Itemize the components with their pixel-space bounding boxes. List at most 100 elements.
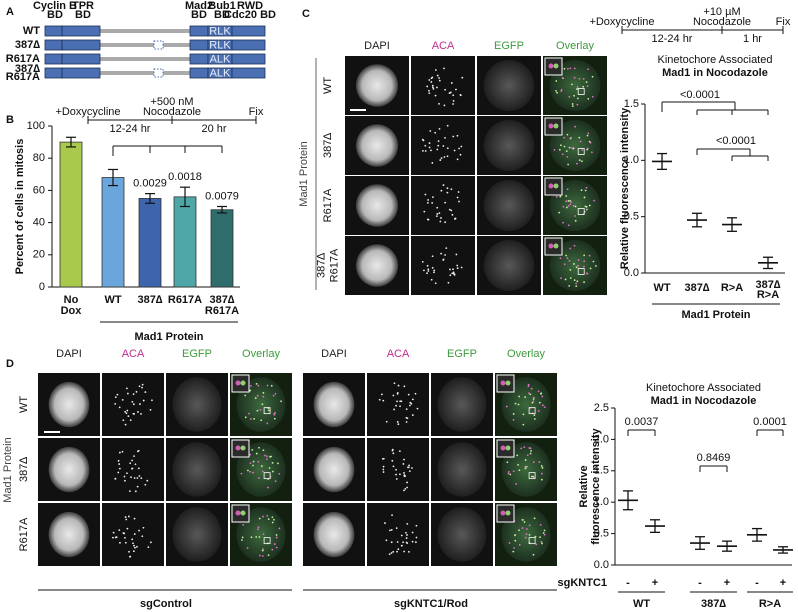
kinetochore-spot: [126, 527, 129, 530]
kinetochore-spot: [255, 452, 258, 455]
y-tick-label: 60: [33, 184, 45, 196]
row-label: R617A: [328, 248, 340, 282]
kinetochore-spot: [440, 217, 442, 219]
domain-box: [61, 53, 101, 65]
kinetochore-spot: [522, 413, 525, 416]
x-tick-label: -: [755, 577, 759, 589]
kinetochore-spot: [249, 453, 252, 456]
kinetochore-spot: [389, 529, 391, 532]
kinetochore-spot: [129, 462, 132, 465]
kinetochore-spot: [567, 200, 570, 202]
kinetochore-spot: [438, 79, 441, 82]
kinetochore-spot: [396, 541, 399, 543]
p-value: 0.8469: [697, 452, 731, 464]
x-tick-label: WT: [104, 294, 121, 306]
kinetochore-spot: [112, 531, 115, 534]
kinetochore-spot: [273, 518, 275, 521]
nucleus: [313, 381, 355, 428]
kinetochore-spot: [133, 517, 136, 520]
timeline-duration: 12-24 hr: [652, 33, 693, 45]
kinetochore-spot: [407, 550, 410, 553]
kinetochore-spot: [576, 97, 579, 100]
kinetochore-spot: [524, 467, 527, 470]
kinetochore-spot: [241, 536, 244, 539]
kinetochore-spot: [543, 533, 546, 536]
kinetochore-spot: [460, 266, 463, 269]
kinetochore-spot: [569, 247, 572, 250]
p-value: <0.0001: [716, 135, 756, 147]
kinetochore-spot: [424, 144, 427, 147]
kinetochore-spot: [391, 459, 394, 462]
inset-source: [577, 88, 585, 95]
kinetochore-spot: [421, 138, 424, 141]
x-tick-label: WT: [653, 282, 670, 294]
y-tick-label: 0.0: [594, 559, 609, 571]
inset-spot: [553, 243, 559, 249]
kinetochore-spot: [512, 413, 515, 415]
y-axis-label: Relative fluorescence intensity: [619, 107, 631, 269]
kinetochore-spot: [568, 285, 571, 287]
kinetochore-spot: [455, 253, 458, 256]
motif-label: ALK: [210, 53, 231, 65]
kinetochore-spot: [261, 549, 264, 552]
kinetochore-spot: [133, 477, 136, 479]
micrograph: [477, 56, 541, 115]
kinetochore-spot: [124, 536, 126, 539]
kinetochore-spot: [456, 267, 459, 270]
kinetochore-spot: [566, 67, 569, 70]
kinetochore-spot: [541, 542, 543, 545]
kinetochore-spot: [575, 266, 578, 269]
inset-source: [263, 537, 271, 545]
timeline-event: +10 µM: [703, 6, 740, 18]
kinetochore-spot: [574, 215, 577, 217]
kinetochore-spot: [124, 541, 127, 544]
kinetochore-spot: [262, 395, 265, 398]
kinetochore-spot: [252, 460, 255, 463]
kinetochore-spot: [274, 480, 277, 483]
kinetochore-spot: [528, 392, 530, 395]
kinetochore-spot: [151, 399, 153, 402]
inset-source: [577, 268, 585, 275]
inset-spot: [553, 63, 559, 69]
domain-box: [44, 25, 63, 37]
kinetochore-spot: [575, 282, 578, 285]
kinetochore-spot: [444, 221, 447, 224]
kinetochore-spot: [532, 396, 535, 399]
kinetochore-spot: [524, 465, 527, 468]
kinetochore-spot: [524, 536, 527, 539]
kinetochore-spot: [430, 81, 433, 83]
micrograph: [102, 438, 164, 501]
kinetochore-spot: [452, 99, 455, 102]
kinetochore-spot: [411, 540, 414, 543]
kinetochore-spot: [541, 472, 543, 475]
group-label: R>A: [759, 598, 781, 610]
kinetochore-spot: [541, 404, 544, 407]
column-header: Overlay: [242, 348, 280, 360]
inset-spot: [505, 510, 511, 516]
kinetochore-spot: [452, 268, 454, 271]
kinetochore-spot: [556, 91, 558, 94]
kinetochore-spot: [406, 542, 409, 545]
domain-box: [231, 25, 266, 37]
kinetochore-spot: [584, 205, 587, 208]
micrograph: [345, 56, 409, 115]
kinetochore-spot: [149, 408, 152, 411]
domain-label: BD: [191, 9, 207, 21]
kinetochore-spot: [506, 461, 509, 464]
kinetochore-spot: [538, 461, 541, 463]
kinetochore-spot: [270, 384, 273, 387]
kinetochore-spot: [255, 536, 258, 538]
kinetochore-spot: [432, 88, 435, 90]
kinetochore-spot: [129, 555, 131, 558]
inset: [496, 374, 515, 393]
kinetochore-spot: [267, 409, 270, 412]
micrograph: [38, 438, 100, 501]
kinetochore-spot: [271, 521, 274, 524]
construct-label: R617A: [6, 71, 40, 83]
x-tick-label: No: [64, 294, 79, 306]
kinetochore-spot: [439, 220, 442, 223]
inset-source: [263, 472, 271, 480]
kinetochore-spot: [591, 95, 594, 98]
kinetochore-spot: [140, 413, 142, 415]
kinetochore-spot: [414, 392, 417, 395]
